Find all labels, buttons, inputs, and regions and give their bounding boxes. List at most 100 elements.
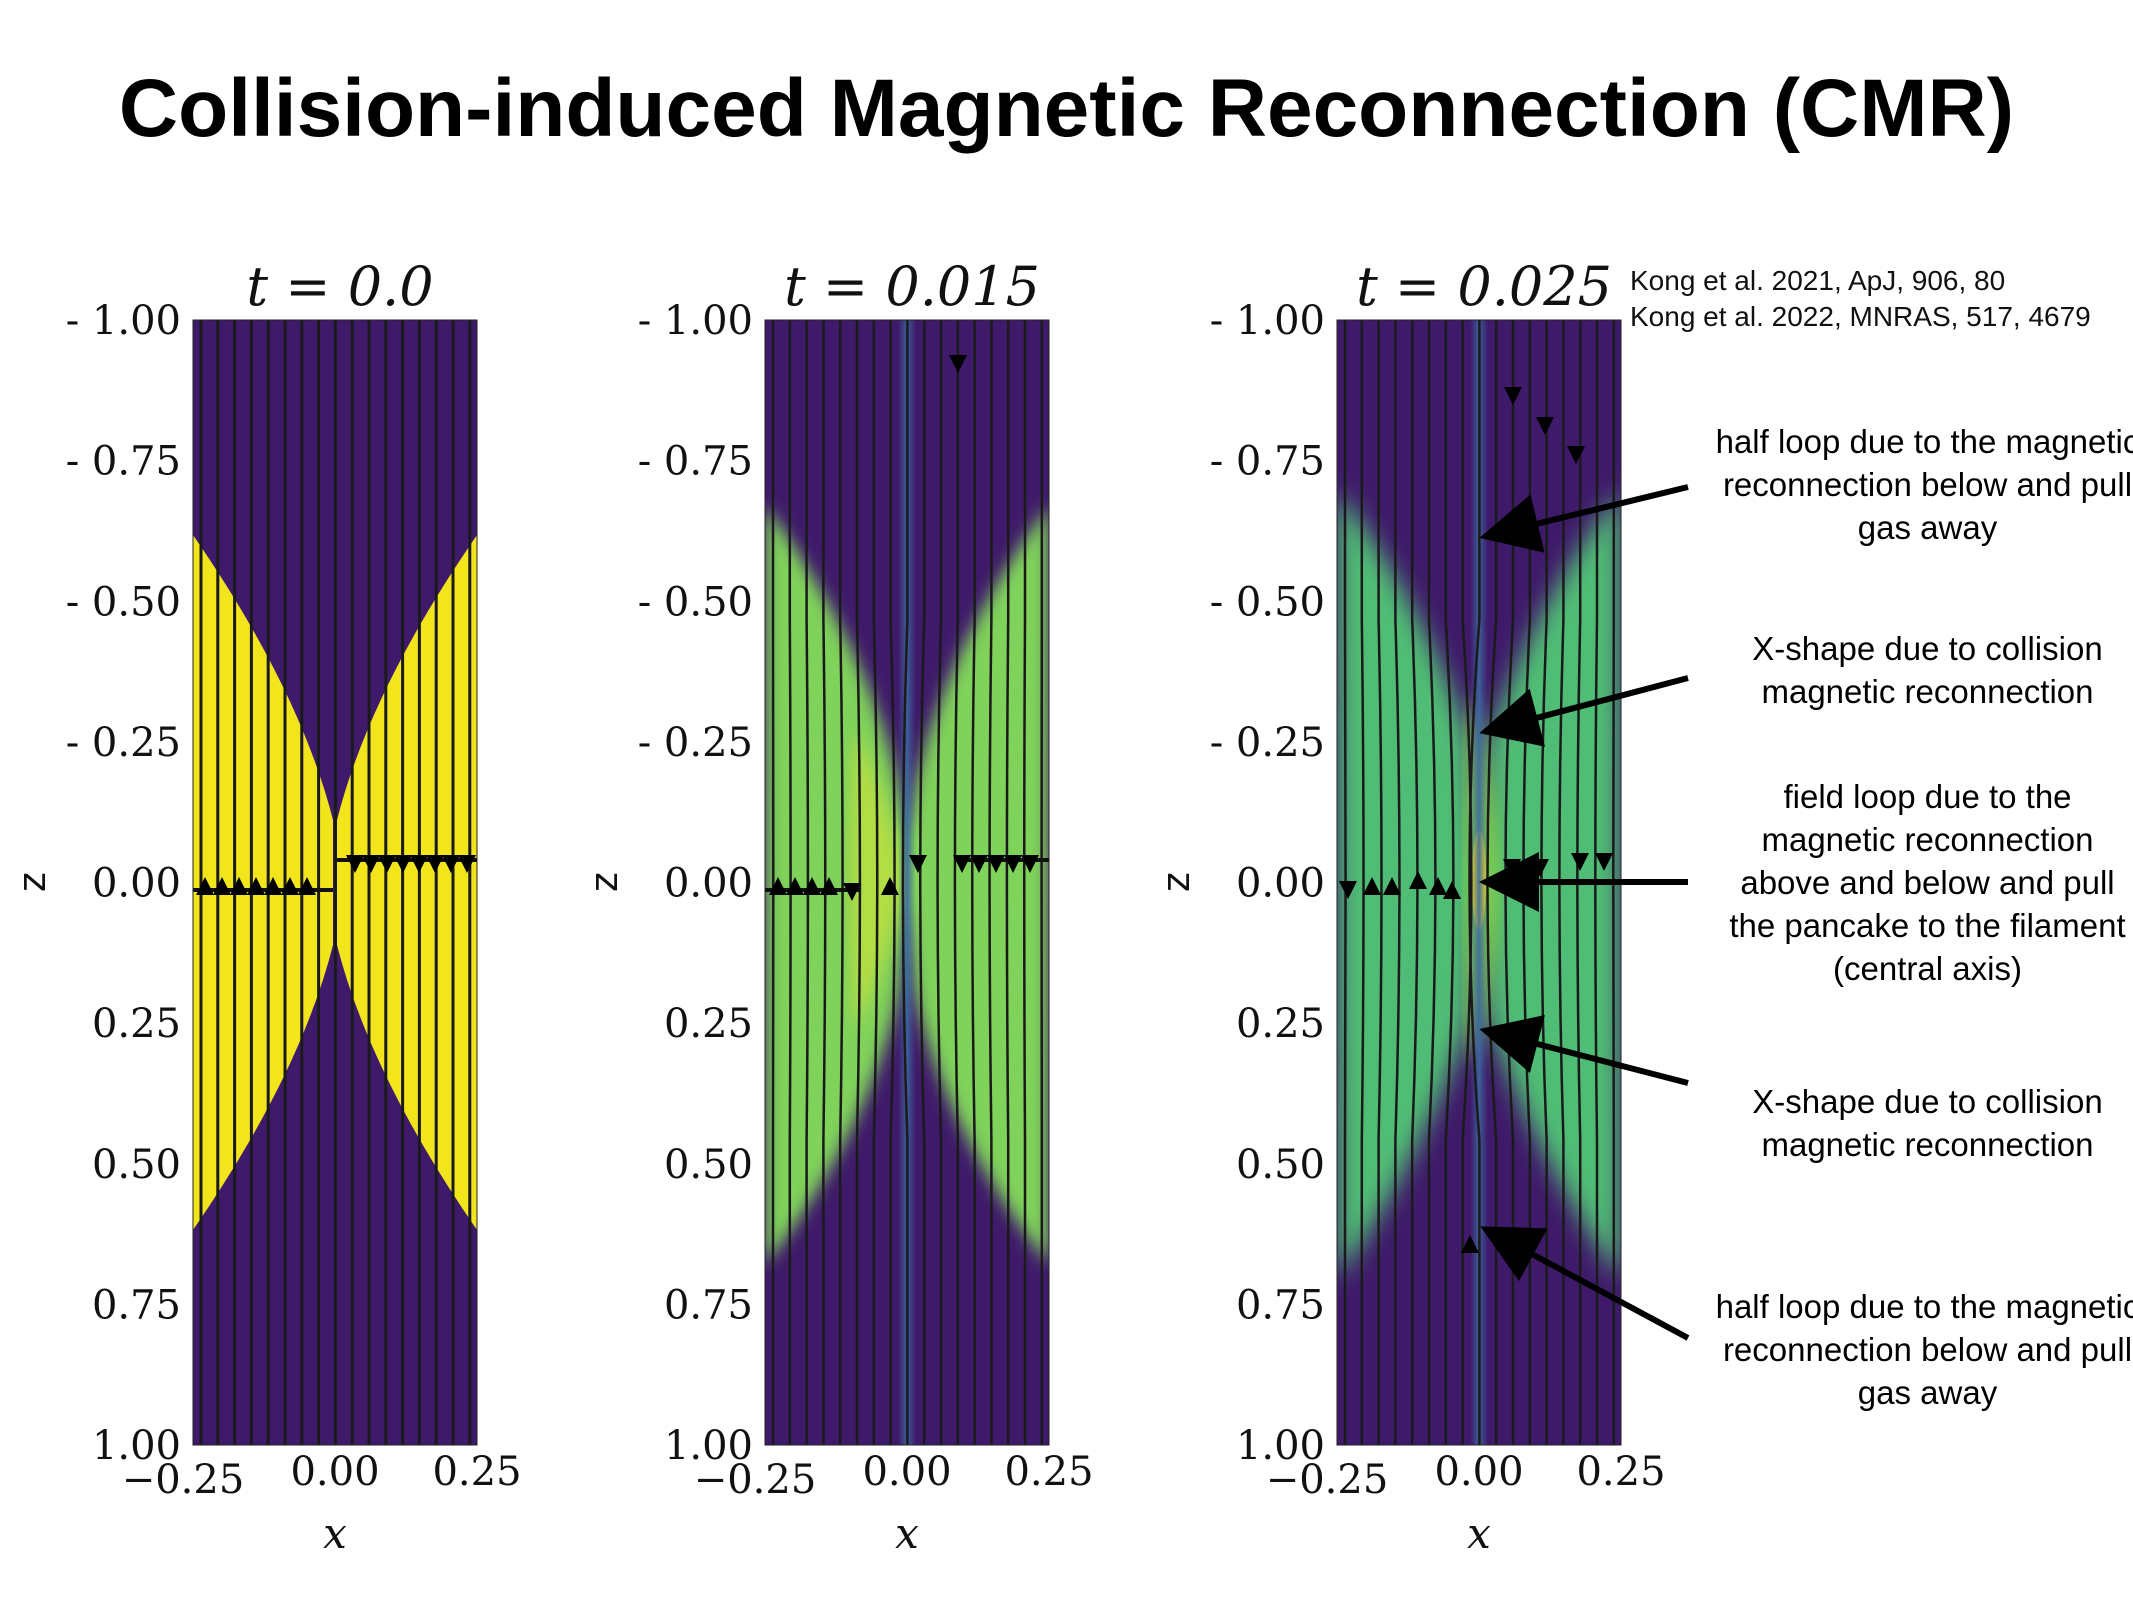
y-tick-label: - 1.00 (66, 298, 181, 344)
field-line (1427, 320, 1437, 1445)
up-marker (820, 877, 838, 895)
y-tick-label: - 0.50 (638, 579, 753, 625)
up-marker (264, 877, 282, 895)
field-line (838, 320, 844, 1445)
x-axis-label: x (895, 1509, 919, 1558)
down-marker (410, 855, 428, 873)
x-tick-label: 0.00 (862, 1449, 951, 1495)
field-line (889, 320, 896, 1445)
down-marker (1504, 387, 1522, 405)
field-line (988, 320, 993, 1445)
down-marker (949, 355, 967, 373)
down-marker (953, 855, 971, 873)
field-line (901, 320, 909, 1445)
y-tick-label: - 0.50 (66, 579, 181, 625)
direction-markers (196, 855, 476, 895)
panel-title: t = 0.0 (246, 255, 433, 318)
y-tick-label: 1.00 (92, 1423, 181, 1469)
panel-title: t = 0.025 (1356, 255, 1612, 318)
down-marker (458, 855, 476, 873)
arrow-bottom-half-loop (1480, 1226, 1690, 1341)
x-tick-label: 0.00 (290, 1449, 379, 1495)
y-tick-label: - 0.75 (66, 439, 181, 485)
y-tick-label: - 0.25 (1210, 720, 1325, 766)
y-tick-label: 0.00 (1236, 861, 1325, 907)
y-tick-label: 1.00 (1236, 1423, 1325, 1469)
arrow-lower-x-shape (1479, 1014, 1689, 1086)
down-marker (362, 855, 380, 873)
up-marker (230, 877, 248, 895)
y-tick-label: - 0.75 (1210, 439, 1325, 485)
down-marker (394, 855, 412, 873)
field-line (872, 320, 879, 1445)
down-marker (378, 855, 396, 873)
x-tick-label: 0.25 (1576, 1449, 1665, 1495)
arrow-top-half-loop (1479, 484, 1689, 553)
down-marker (1021, 855, 1039, 873)
field-line (936, 320, 943, 1445)
field-lines (199, 320, 472, 1445)
down-marker (1595, 853, 1613, 871)
panel-title: t = 0.015 (784, 255, 1040, 318)
y-tick-label: - 1.00 (638, 298, 753, 344)
y-tick-label: 0.25 (664, 1001, 753, 1047)
down-marker (346, 855, 364, 873)
down-marker (442, 855, 460, 873)
y-tick-label: 0.50 (92, 1142, 181, 1188)
annotation-field-loop: field loop due to the magnetic reconnect… (1729, 778, 2126, 987)
field-line (1377, 320, 1383, 1445)
annotation-lower-x-shape: X-shape due to collision magnetic reconn… (1752, 1083, 2103, 1163)
x-axis-label: x (1467, 1509, 1491, 1558)
up-marker (1363, 877, 1381, 895)
up-marker (281, 877, 299, 895)
slide-title: Collision-induced Magnetic Reconnection … (118, 63, 2015, 154)
down-marker (426, 855, 444, 873)
y-tick-label: 0.75 (92, 1282, 181, 1328)
y-tick-label: 0.25 (1236, 1001, 1325, 1047)
field-line (1343, 320, 1347, 1445)
down-marker (1339, 881, 1357, 899)
up-marker (881, 877, 899, 895)
field-line (970, 320, 976, 1445)
x-tick-label: −0.25 (1266, 1457, 1389, 1503)
down-marker (909, 855, 927, 873)
y-tick-label: 0.00 (92, 861, 181, 907)
panel-frame (764, 319, 1050, 1446)
x-axis-label: x (323, 1509, 347, 1558)
y-tick-label: - 0.75 (638, 439, 753, 485)
y-axis-label: z (10, 872, 54, 892)
y-axis-label: z (1154, 872, 1198, 892)
pancake-left (765, 505, 910, 1265)
field-line (1022, 320, 1027, 1445)
y-tick-label: - 0.25 (638, 720, 753, 766)
down-marker (987, 855, 1005, 873)
x-tick-label: 0.00 (1434, 1449, 1523, 1495)
arrow-upper-x-shape (1479, 675, 1689, 747)
field-line (805, 320, 810, 1445)
up-marker (803, 877, 821, 895)
up-marker (1429, 877, 1447, 895)
y-tick-label: 1.00 (664, 1423, 753, 1469)
field-line (919, 320, 926, 1445)
y-tick-label: 0.50 (664, 1142, 753, 1188)
up-marker (1443, 881, 1461, 899)
up-marker (1461, 1235, 1479, 1253)
down-marker (1536, 417, 1554, 435)
direction-markers (769, 355, 1039, 901)
pancake-left (193, 535, 333, 1230)
up-marker (786, 877, 804, 895)
down-marker (1004, 855, 1022, 873)
y-tick-label: 0.75 (664, 1282, 753, 1328)
x-tick-label: 0.25 (1004, 1449, 1093, 1495)
up-marker (213, 877, 231, 895)
y-tick-label: - 0.25 (66, 720, 181, 766)
y-axis-label: z (582, 872, 626, 892)
field-line (1360, 320, 1365, 1445)
panel-t0 (192, 319, 478, 1446)
down-marker (1571, 853, 1589, 871)
up-marker (1383, 877, 1401, 895)
field-line (1444, 320, 1455, 1445)
field-line (822, 320, 827, 1445)
up-marker (247, 877, 265, 895)
